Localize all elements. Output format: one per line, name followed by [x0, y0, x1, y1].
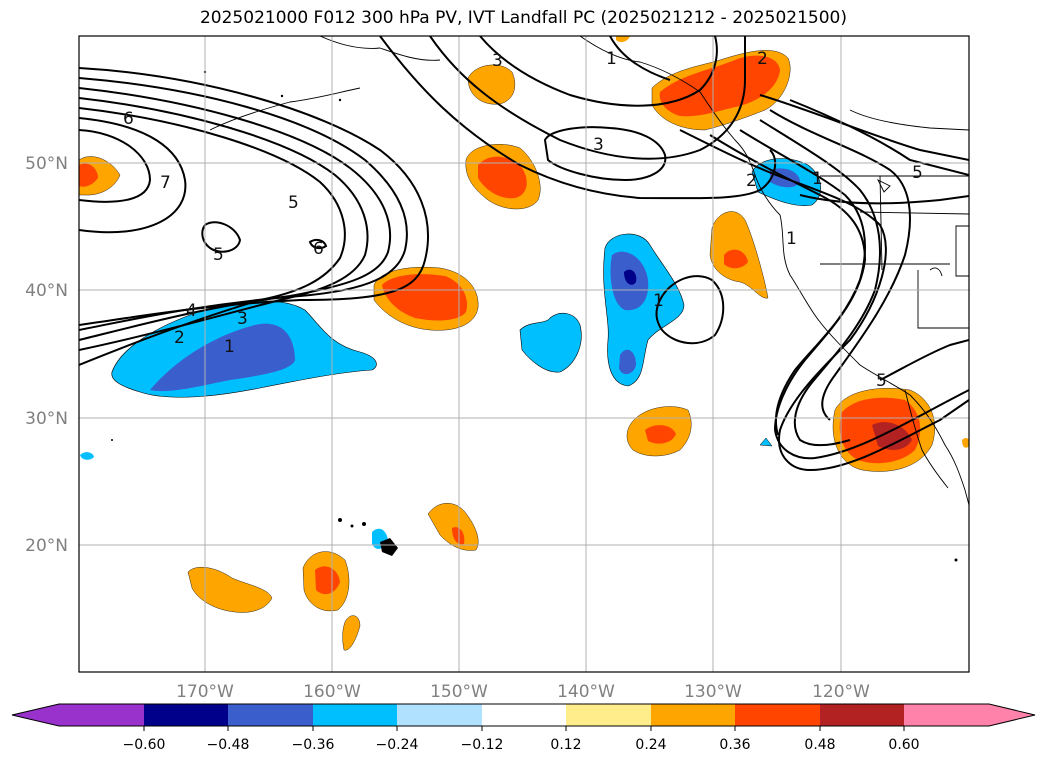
colorbar-tick: −0.24: [376, 737, 419, 753]
colorbar-tick: 0.36: [719, 737, 750, 753]
negative-region-mid: [519, 312, 582, 373]
colorbar-segment: [904, 704, 989, 726]
contour-label: 5: [213, 245, 224, 265]
colorbar-segment: [651, 704, 735, 726]
lon-label-170w: 170°W: [176, 682, 234, 702]
colorbar-tick: −0.60: [123, 737, 166, 753]
contour-label: 4: [186, 301, 197, 321]
colorbar-segment: [482, 704, 566, 726]
contour-label: 3: [593, 135, 604, 155]
colorbar-segment: [735, 704, 820, 726]
lat-label-30n: 30°N: [25, 409, 68, 429]
contour-label: 1: [606, 49, 617, 69]
colorbar-tick: 0.60: [888, 737, 919, 753]
positive-region-40n: [373, 267, 479, 331]
positive-region-baja: [832, 388, 935, 472]
contour-labels: 6 7 5 5 6 4 3 2 1 3 3 1 2 2 1 1 1 5 5: [123, 49, 923, 391]
contour-label: 1: [812, 169, 823, 189]
colorbar-tick: 0.48: [804, 737, 835, 753]
lon-label-140w: 140°W: [557, 682, 615, 702]
contour-label: 1: [224, 337, 235, 357]
contour-label: 7: [160, 173, 171, 193]
colorbar-tick: 0.12: [550, 737, 581, 753]
colorbar-segment: [59, 704, 144, 726]
contour-label: 5: [876, 371, 887, 391]
lon-label-160w: 160°W: [303, 682, 361, 702]
lat-labels: 50°N 40°N 30°N 20°N: [25, 154, 68, 556]
colorbar-extend-high: [989, 704, 1035, 726]
contour-label: 1: [786, 229, 797, 249]
colorbar-extend-low: [12, 704, 59, 726]
colorbar-segment: [144, 704, 228, 726]
map-frame: [78, 35, 970, 673]
colorbar-segment: [820, 704, 904, 726]
islands: [111, 70, 958, 562]
colorbar-segment: [566, 704, 651, 726]
positive-region-gulf: [465, 144, 541, 210]
colorbar-tick: −0.12: [461, 737, 504, 753]
contour-label: 2: [757, 49, 768, 69]
negative-region-central: [111, 300, 377, 398]
colorbar-tick: −0.36: [292, 737, 335, 753]
colorbar: −0.60 −0.48 −0.36 −0.24 −0.12 0.12 0.24 …: [11, 703, 1036, 753]
contour-label: 1: [653, 291, 664, 311]
lon-labels: 170°W 160°W 150°W 140°W 130°W 120°W: [176, 682, 870, 702]
lon-label-130w: 130°W: [684, 682, 742, 702]
colorbar-segment: [313, 704, 397, 726]
contour-label: 6: [313, 239, 324, 259]
colorbar-segment: [397, 704, 482, 726]
lat-label-40n: 40°N: [25, 281, 68, 301]
gridlines: [79, 36, 969, 672]
colorbar-tick: −0.48: [207, 737, 250, 753]
contour-label: 2: [746, 171, 757, 191]
lat-label-50n: 50°N: [25, 154, 68, 174]
contour-label: 6: [123, 109, 134, 129]
lat-label-20n: 20°N: [25, 536, 68, 556]
positive-region-north: [651, 50, 791, 131]
contour-label: 3: [237, 309, 248, 329]
pv-anomaly-shading: [79, 36, 969, 651]
contour-label: 2: [174, 328, 185, 348]
colorbar-tick: 0.24: [635, 737, 666, 753]
chart-title: 2025021000 F012 300 hPa PV, IVT Landfall…: [199, 8, 847, 28]
lon-label-120w: 120°W: [812, 682, 870, 702]
contour-label: 5: [912, 163, 923, 183]
contour-label: 5: [288, 193, 299, 213]
lon-label-150w: 150°W: [430, 682, 488, 702]
positive-region-west: [79, 156, 121, 196]
pv-contours: [79, 36, 969, 472]
contour-label: 3: [492, 51, 503, 71]
colorbar-segment: [228, 704, 313, 726]
